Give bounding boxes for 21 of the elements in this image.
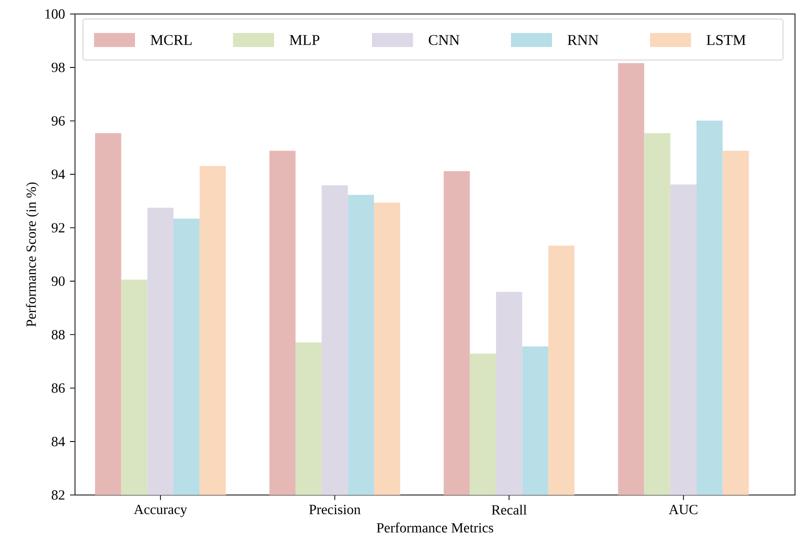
x-tick-label: Accuracy xyxy=(134,504,188,518)
y-tick-label: 88 xyxy=(52,330,65,340)
y-tick-label: 92 xyxy=(52,223,64,232)
x-tick-label: AUC xyxy=(668,504,698,514)
x-axis-title: Performance Metrics xyxy=(376,522,494,533)
y-tick-label: 82 xyxy=(52,490,64,500)
legend-label: MLP xyxy=(290,35,320,45)
legend-label: MCRL xyxy=(150,34,192,46)
y-tick-label: 96 xyxy=(52,116,65,126)
y-tick-label: 84 xyxy=(52,436,65,446)
y-tick-label: 100 xyxy=(45,9,65,19)
x-tick-label: Recall xyxy=(492,504,527,515)
legend-label: CNN xyxy=(428,34,460,46)
legend-label: LSTM xyxy=(706,34,746,46)
y-tick-label: 94 xyxy=(52,170,65,180)
y-tick-label: 86 xyxy=(52,383,65,393)
legend-label: RNN xyxy=(568,35,598,45)
y-tick-label: 98 xyxy=(52,62,65,72)
x-tick-label: Precision xyxy=(309,504,361,514)
y-tick-label: 90 xyxy=(52,276,65,286)
y-axis-title: Performance Score (in %) xyxy=(26,182,39,327)
